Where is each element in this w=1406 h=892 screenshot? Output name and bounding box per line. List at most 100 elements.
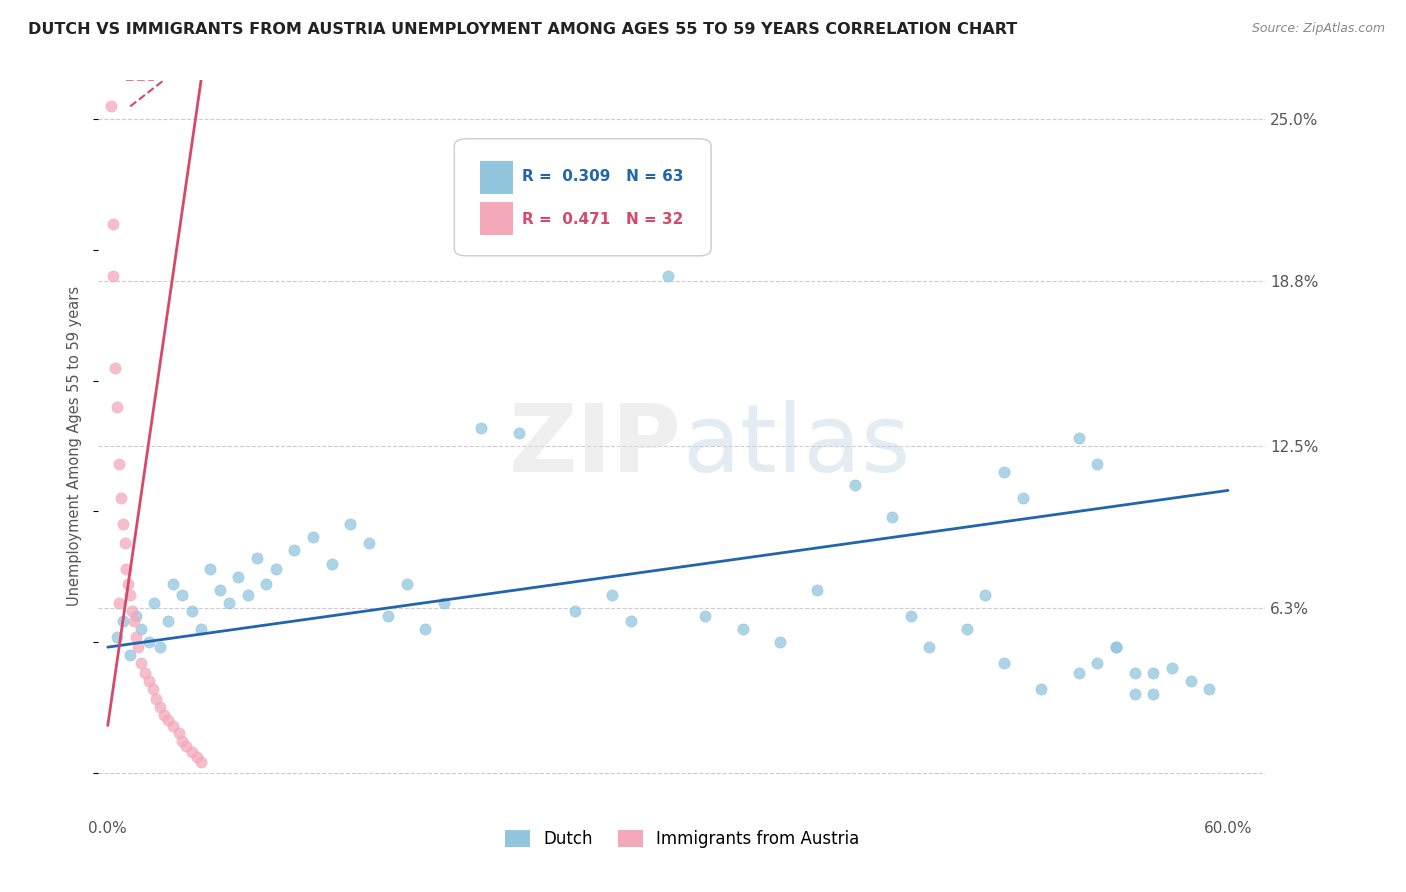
Point: [138, 674, 160, 689]
Point: [956, 622, 979, 636]
FancyBboxPatch shape: [454, 139, 711, 256]
Point: [806, 582, 828, 597]
Point: [149, 700, 172, 714]
Point: [228, 569, 250, 583]
Point: [880, 509, 903, 524]
Point: [104, 360, 127, 375]
Point: [1105, 640, 1128, 655]
Point: [125, 608, 148, 623]
Point: [433, 596, 456, 610]
Point: [974, 588, 997, 602]
Point: [190, 755, 212, 769]
Point: [413, 622, 436, 636]
Point: [108, 596, 131, 610]
Y-axis label: Unemployment Among Ages 55 to 59 years: Unemployment Among Ages 55 to 59 years: [67, 286, 83, 606]
Point: [186, 749, 208, 764]
Point: [134, 666, 156, 681]
Point: [993, 465, 1015, 479]
Text: R =  0.309   N = 63: R = 0.309 N = 63: [522, 169, 683, 185]
Point: [103, 217, 125, 231]
Point: [111, 614, 134, 628]
Point: [1123, 687, 1146, 701]
Point: [619, 614, 641, 628]
Point: [1085, 656, 1108, 670]
Point: [190, 622, 212, 636]
Point: [200, 562, 222, 576]
Point: [120, 588, 142, 602]
Point: [110, 491, 132, 506]
Text: DUTCH VS IMMIGRANTS FROM AUSTRIA UNEMPLOYMENT AMONG AGES 55 TO 59 YEARS CORRELAT: DUTCH VS IMMIGRANTS FROM AUSTRIA UNEMPLO…: [28, 22, 1018, 37]
Point: [321, 557, 343, 571]
Point: [359, 535, 381, 549]
Point: [1011, 491, 1033, 506]
Point: [131, 656, 153, 670]
Legend: Dutch, Immigrants from Austria: Dutch, Immigrants from Austria: [498, 823, 866, 855]
Point: [121, 603, 143, 617]
Point: [1142, 666, 1164, 681]
Point: [1067, 431, 1090, 445]
Point: [180, 603, 202, 617]
Point: [131, 622, 153, 636]
Point: [142, 681, 165, 696]
Point: [138, 635, 160, 649]
Point: [172, 734, 194, 748]
Point: [993, 656, 1015, 670]
Point: [657, 269, 679, 284]
Point: [143, 596, 166, 610]
Point: [377, 608, 399, 623]
Point: [149, 640, 172, 655]
Point: [302, 530, 325, 544]
Point: [1123, 666, 1146, 681]
Point: [145, 692, 167, 706]
Point: [283, 543, 305, 558]
Point: [114, 535, 136, 549]
Text: Source: ZipAtlas.com: Source: ZipAtlas.com: [1251, 22, 1385, 36]
Bar: [479, 202, 513, 235]
Point: [1031, 681, 1053, 696]
Point: [731, 622, 754, 636]
Text: R =  0.471   N = 32: R = 0.471 N = 32: [522, 211, 683, 227]
Text: ZIP: ZIP: [509, 400, 682, 492]
Point: [167, 726, 190, 740]
Point: [108, 458, 131, 472]
Point: [172, 588, 194, 602]
Point: [180, 745, 202, 759]
Point: [695, 608, 717, 623]
Point: [115, 562, 138, 576]
Point: [1198, 681, 1220, 696]
Point: [564, 603, 586, 617]
Point: [600, 588, 623, 602]
Point: [103, 269, 125, 284]
Point: [120, 648, 142, 662]
Point: [395, 577, 418, 591]
Point: [264, 562, 287, 576]
Point: [769, 635, 792, 649]
Point: [125, 630, 148, 644]
Point: [1161, 661, 1184, 675]
Point: [122, 614, 145, 628]
Point: [162, 718, 184, 732]
Point: [339, 517, 361, 532]
Point: [1085, 458, 1108, 472]
Point: [918, 640, 941, 655]
Point: [111, 517, 134, 532]
Point: [844, 478, 866, 492]
Text: atlas: atlas: [682, 400, 910, 492]
Point: [1142, 687, 1164, 701]
Point: [208, 582, 231, 597]
Point: [156, 614, 179, 628]
Point: [508, 425, 530, 440]
Point: [174, 739, 197, 754]
Point: [117, 577, 139, 591]
Point: [470, 421, 492, 435]
Point: [105, 400, 128, 414]
Point: [127, 640, 149, 655]
Point: [162, 577, 184, 591]
Point: [100, 99, 122, 113]
Point: [152, 708, 174, 723]
Point: [105, 630, 128, 644]
Point: [236, 588, 259, 602]
Point: [156, 714, 179, 728]
Point: [1180, 674, 1202, 689]
Bar: [479, 161, 513, 194]
